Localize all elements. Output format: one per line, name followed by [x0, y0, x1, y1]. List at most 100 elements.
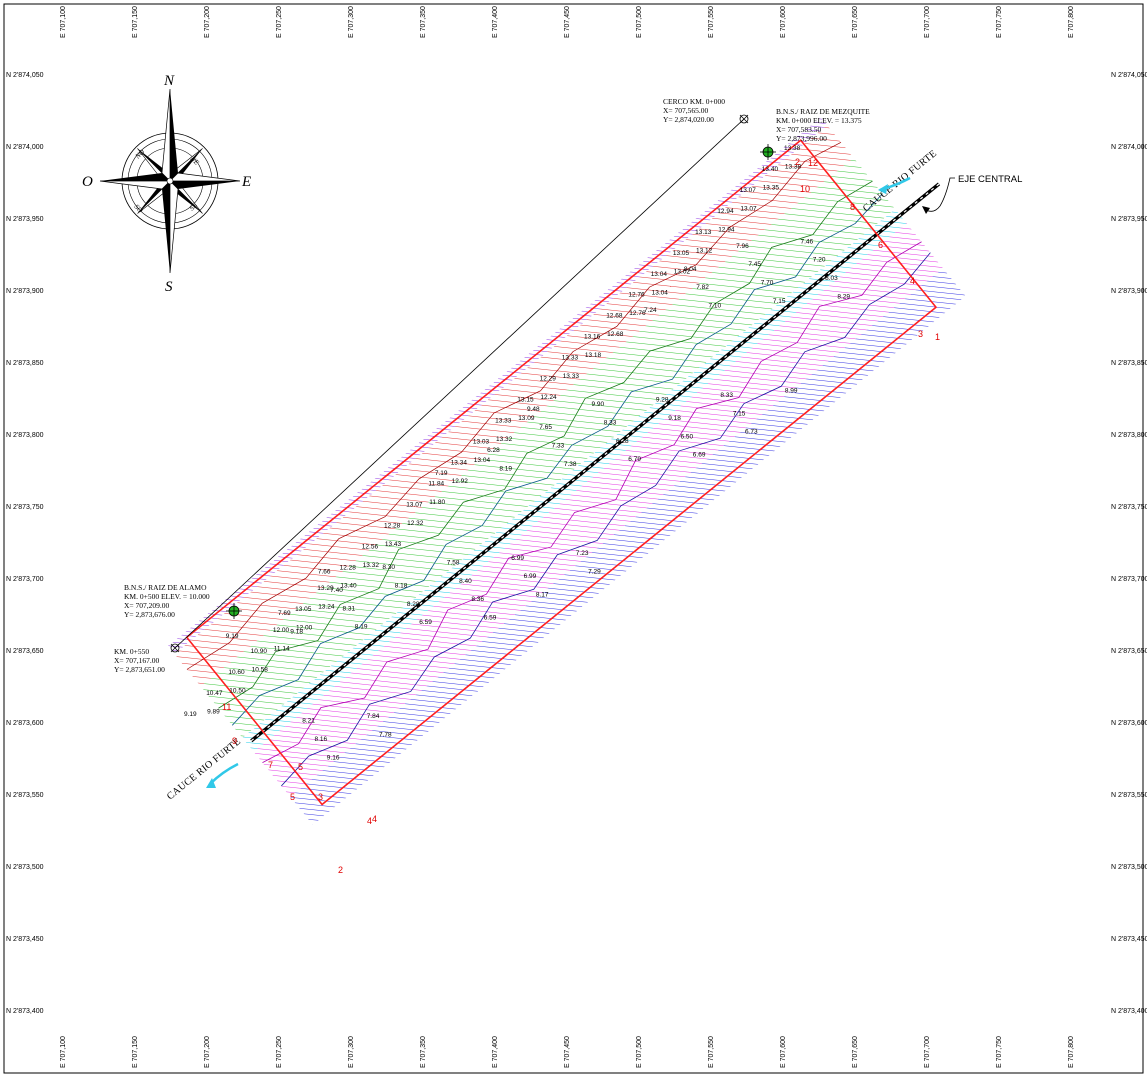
contour-line [186, 141, 842, 670]
vertex-number: 2 [795, 157, 800, 167]
easting-label: E 707,550 [708, 6, 715, 38]
easting-label: E 707,350 [420, 6, 427, 38]
elevation-label: 7.45 [748, 261, 761, 268]
elevation-label: 9.28 [656, 397, 669, 404]
elevation-label: 7.78 [379, 732, 392, 739]
svg-text:Y= 2,873,996.00: Y= 2,873,996.00 [776, 134, 827, 143]
elevation-label: 6.69 [693, 452, 706, 459]
km550-annotation: KM. 0+550 X= 707,167.00 Y= 2,873,651.00 [114, 647, 165, 674]
elevation-label: 10.60 [228, 669, 245, 676]
easting-label: E 707,450 [564, 6, 571, 38]
fence-marker [739, 114, 749, 124]
elevation-label: 7.82 [696, 284, 709, 291]
elevation-label: 10.47 [206, 690, 223, 697]
vertex-number: 4 [910, 276, 915, 286]
elevation-label: 13.04 [651, 271, 668, 278]
easting-label: E 707,500 [636, 6, 643, 38]
elevation-label: 13.16 [584, 334, 601, 341]
inner-elevation-labels: 9.19 9.18 8.19 6.59 6.59 7.19 8.19 7.38 6.79 6.69… [226, 238, 851, 761]
elevation-label: 7.66 [318, 569, 331, 576]
bns-mezquite-annotation: B.N.S./ RAIZ DE MEZQUITE KM. 0+000 ELEV.… [776, 107, 870, 143]
vertex-number: 1 [935, 332, 940, 342]
elevation-label: 7.20 [813, 257, 826, 264]
easting-label: E 707,200 [204, 6, 211, 38]
contour-line [218, 180, 873, 709]
svg-text:NO: NO [133, 148, 146, 161]
easting-label: E 707,750 [996, 1036, 1003, 1068]
elevation-label: 8.19 [499, 465, 512, 472]
elevation-label: 13.02 [674, 268, 691, 275]
northing-labels-left: N 2'874,050 N 2'874,000 N 2'873,950 N 2'873… [6, 72, 44, 1015]
elevation-label: 13.07 [740, 205, 757, 212]
elevation-label: 12.00 [273, 627, 290, 634]
northing-label: N 2'873,550 [6, 792, 44, 799]
svg-text:X= 707,583.50: X= 707,583.50 [776, 125, 822, 134]
northing-label: N 2'874,050 [6, 72, 44, 79]
easting-label: E 707,300 [348, 1036, 355, 1068]
elevation-label: 8.19 [355, 624, 368, 631]
band-blue [290, 268, 966, 825]
elevation-label: 6.99 [524, 573, 537, 580]
svg-text:SE: SE [188, 201, 200, 213]
elevation-label: 9.18 [290, 628, 303, 635]
elevation-label: 13.34 [451, 459, 468, 466]
elevation-label: 6.50 [681, 433, 694, 440]
fence-marker [170, 643, 180, 653]
river-label-upper: CAUCE RIO FURTE [861, 148, 939, 214]
vertex-number: 8 [850, 202, 855, 212]
elevation-label: 6.73 [745, 429, 758, 436]
elevation-label: 8.17 [536, 592, 549, 599]
easting-label: E 707,500 [636, 1036, 643, 1068]
elevation-label: 13.12 [696, 247, 713, 254]
northing-label: N 2'873,600 [6, 720, 44, 727]
elevation-label: 7.33 [552, 443, 565, 450]
easting-label: E 707,800 [1068, 6, 1075, 38]
bns-alamo-annotation: B.N.S./ RAIZ DE ALAMO KM. 0+500 ELEV. = … [124, 583, 210, 619]
elevation-label: 13.38 [784, 145, 801, 152]
svg-text:Y= 2,873,676.00: Y= 2,873,676.00 [124, 610, 175, 619]
fence-line [174, 118, 745, 649]
elevation-label: 6.99 [511, 555, 524, 562]
vertex-number: 4 [372, 814, 377, 824]
elevation-label: 9.19 [184, 711, 197, 718]
elevation-label: 7.84 [367, 713, 380, 720]
elevation-label: 7.23 [576, 550, 589, 557]
elevation-label: 7.15 [773, 298, 786, 305]
elevation-label: 12.92 [452, 478, 469, 485]
elevation-label: 9.90 [592, 401, 605, 408]
northing-label: N 2'874,000 [1111, 144, 1147, 151]
elevation-label: 9.89 [207, 709, 220, 716]
elevation-label: 13.40 [762, 166, 779, 173]
vertex-number: 5 [290, 792, 295, 802]
elevation-label: 12.00 [296, 625, 313, 632]
easting-label: E 707,250 [276, 6, 283, 38]
svg-text:E: E [241, 174, 251, 190]
ridge-elevation-labels: 13.38 13.38 13.40 13.35 13.07 13.07 12.94 12.94… [184, 145, 802, 718]
easting-label: E 707,550 [708, 1036, 715, 1068]
vertex-number: 3 [918, 329, 923, 339]
easting-label: E 707,300 [348, 6, 355, 38]
elevation-label: 12.24 [540, 394, 557, 401]
easting-label: E 707,700 [924, 1036, 931, 1068]
elevation-label: 13.18 [585, 352, 602, 359]
elevation-label: 12.28 [340, 564, 357, 571]
northing-label: N 2'873,750 [6, 504, 44, 511]
northing-label: N 2'873,600 [1111, 720, 1147, 727]
elevation-label: 8.31 [343, 605, 356, 612]
elevation-label: 12.29 [540, 376, 557, 383]
northing-label: N 2'873,450 [1111, 936, 1147, 943]
elevation-label: 7.70 [761, 280, 774, 287]
elevation-label: 13.05 [673, 250, 690, 257]
band-magenta [253, 223, 943, 797]
easting-label: E 707,400 [492, 1036, 499, 1068]
northing-label: N 2'873,650 [6, 648, 44, 655]
northing-label: N 2'873,900 [6, 288, 44, 295]
elevation-label: 11.84 [428, 480, 444, 487]
svg-text:CERCO KM. 0+000: CERCO KM. 0+000 [663, 97, 725, 106]
elevation-label: 12.68 [607, 331, 624, 338]
northing-label: N 2'873,900 [1111, 288, 1147, 295]
flow-arrow-lower-icon [206, 762, 239, 788]
svg-text:S: S [165, 279, 173, 295]
vertex-number: 10 [800, 184, 810, 194]
elevation-label: 9.48 [527, 406, 540, 413]
